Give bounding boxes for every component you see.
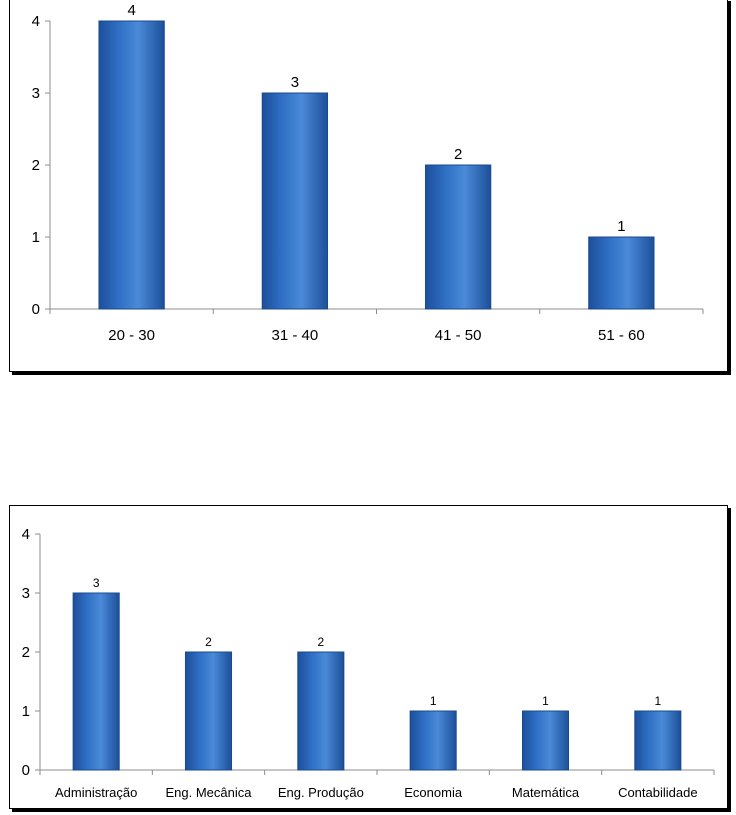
bar	[297, 651, 345, 771]
y-tick-label: 4	[22, 526, 30, 543]
category-label: Administração	[55, 785, 137, 800]
data-label: 1	[430, 694, 437, 708]
y-tick-label: 3	[32, 85, 40, 102]
y-tick-label: 1	[22, 703, 30, 720]
course-chart-svg: 0 1 2 3 4 3 Administração 2 Eng. Mecânica 2 Eng. P…	[22, 526, 715, 800]
age-range-chart-svg: 0 1 2 3 4 4 20 - 30 3 31 - 40 2 41 - 50 1 51 - 60	[32, 2, 704, 344]
category-label: 31 - 40	[272, 327, 319, 344]
bar	[72, 592, 120, 771]
data-label: 2	[454, 146, 462, 163]
y-tick-label: 4	[32, 13, 40, 30]
y-tick-label: 2	[32, 157, 40, 174]
category-label: Matemática	[512, 785, 580, 800]
course-bar-chart: 0 1 2 3 4 3 Administração 2 Eng. Mecânica 2 Eng. P…	[9, 505, 728, 809]
bar	[261, 92, 329, 310]
bar	[184, 651, 233, 771]
data-label: 3	[291, 74, 299, 91]
y-tick-label: 0	[22, 762, 30, 779]
data-label: 2	[205, 635, 212, 649]
y-tick-label: 3	[22, 585, 30, 602]
bar	[424, 164, 492, 310]
y-tick-label: 2	[22, 644, 30, 661]
category-label: 20 - 30	[108, 327, 155, 344]
data-label: 1	[654, 694, 661, 708]
y-tick-label: 0	[32, 301, 40, 318]
data-label: 4	[127, 2, 135, 19]
y-tick-label: 1	[32, 229, 40, 246]
age-range-bar-chart: 0 1 2 3 4 4 20 - 30 3 31 - 40 2 41 - 50 1 51 - 60	[9, 0, 728, 372]
bar	[409, 710, 457, 771]
bar	[98, 20, 165, 310]
category-label: Contabilidade	[618, 785, 698, 800]
data-label: 2	[317, 635, 324, 649]
data-label: 1	[542, 694, 549, 708]
bar	[588, 236, 655, 310]
category-label: Economia	[404, 785, 463, 800]
category-label: Eng. Mecânica	[166, 785, 253, 800]
category-label: 41 - 50	[435, 327, 482, 344]
data-label: 1	[617, 218, 625, 235]
bar	[634, 710, 682, 771]
data-label: 3	[93, 576, 100, 590]
category-label: 51 - 60	[598, 327, 645, 344]
bar	[521, 710, 570, 771]
category-label: Eng. Produção	[278, 785, 364, 800]
